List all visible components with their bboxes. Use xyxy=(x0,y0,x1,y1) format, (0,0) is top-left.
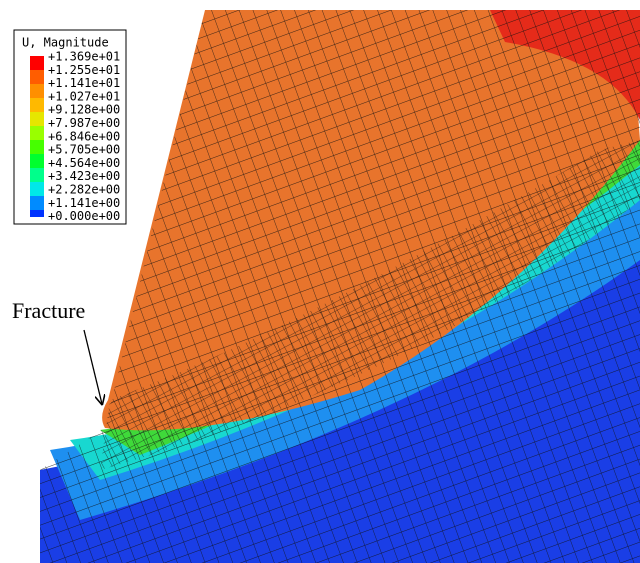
swatch xyxy=(30,112,44,126)
legend-label: +5.705e+00 xyxy=(48,143,120,157)
swatch xyxy=(30,196,44,210)
swatch xyxy=(30,182,44,196)
swatch xyxy=(30,56,44,70)
legend-label: +6.846e+00 xyxy=(48,129,120,143)
legend-label: +4.564e+00 xyxy=(48,156,120,170)
legend: U, Magnitude +1.369e+01+1.255e+01+1.141e… xyxy=(14,30,126,224)
swatch xyxy=(30,126,44,140)
legend-label: +1.369e+01 xyxy=(48,50,120,64)
legend-label: +1.141e+00 xyxy=(48,196,120,210)
legend-label: +1.027e+01 xyxy=(48,89,120,103)
swatch xyxy=(30,168,44,182)
legend-label: +0.000e+00 xyxy=(48,209,120,223)
mesh-overlay xyxy=(40,10,640,563)
swatch xyxy=(30,210,44,217)
swatch xyxy=(30,154,44,168)
annotation: Fracture xyxy=(12,298,85,323)
model xyxy=(40,10,640,563)
legend-label: +2.282e+00 xyxy=(48,183,120,197)
legend-swatches xyxy=(30,56,44,217)
legend-title: U, Magnitude xyxy=(22,36,109,50)
swatch xyxy=(30,98,44,112)
swatch xyxy=(30,84,44,98)
legend-label: +1.141e+01 xyxy=(48,76,120,90)
legend-label: +3.423e+00 xyxy=(48,169,120,183)
swatch xyxy=(30,140,44,154)
legend-label: +7.987e+00 xyxy=(48,116,120,130)
swatch xyxy=(30,70,44,84)
annotation-arrow xyxy=(84,330,102,404)
legend-label: +1.255e+01 xyxy=(48,63,120,77)
fea-figure: U, Magnitude +1.369e+01+1.255e+01+1.141e… xyxy=(0,0,640,563)
legend-label: +9.128e+00 xyxy=(48,103,120,117)
